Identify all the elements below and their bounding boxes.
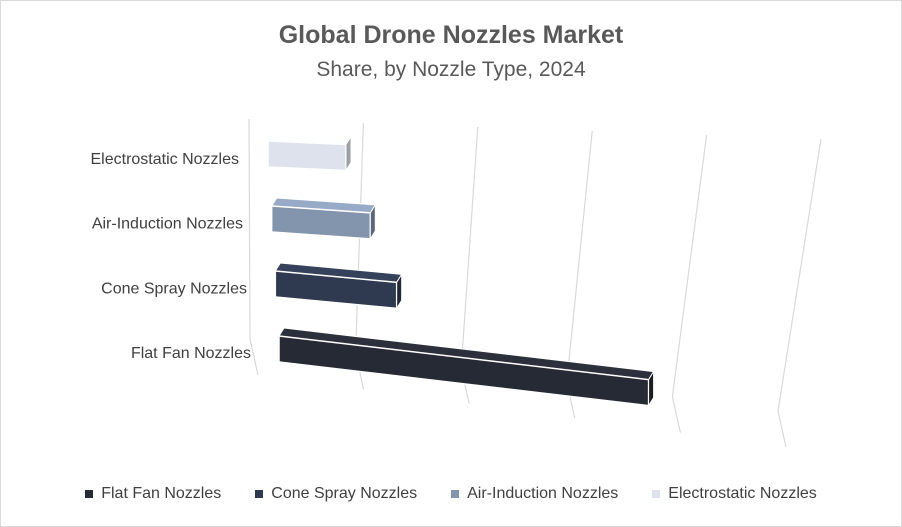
floor-gridline — [671, 396, 681, 433]
bar-electrostatic-nozzles — [267, 132, 352, 173]
floor-gridline — [249, 338, 259, 376]
category-label-cone-spray-nozzles: Cone Spray Nozzles — [101, 280, 247, 297]
bar-flat-fan-nozzles — [278, 327, 655, 408]
gridlines — [248, 118, 822, 448]
legend-item-flat-fan-nozzles: Flat Fan Nozzles — [85, 485, 221, 503]
gridline — [248, 118, 251, 340]
legend-item-air-induction-nozzles: Air-Induction Nozzles — [451, 485, 618, 503]
category-label-electrostatic-nozzles: Electrostatic Nozzles — [91, 151, 240, 168]
legend-label: Cone Spray Nozzles — [271, 485, 418, 502]
gridline — [777, 138, 822, 412]
chart-title: Global Drone Nozzles Market — [278, 21, 624, 49]
legend-swatch — [652, 490, 661, 498]
legend-swatch — [451, 490, 460, 498]
legend-label: Flat Fan Nozzles — [101, 485, 222, 502]
legend-item-electrostatic-nozzles: Electrostatic Nozzles — [652, 485, 817, 503]
legend-label: Electrostatic Nozzles — [668, 485, 817, 502]
bar-air-induction-nozzles — [270, 197, 377, 241]
legend-swatch — [85, 490, 94, 498]
legend-swatch — [255, 490, 264, 498]
bar-cone-spray-nozzles — [274, 262, 403, 311]
plot-area: Electrostatic Nozzles Air-Induction Nozzl… — [91, 118, 822, 448]
legend-label: Air-Induction Nozzles — [467, 485, 619, 502]
category-label-air-induction-nozzles: Air-Induction Nozzles — [92, 216, 243, 233]
chart-subtitle: Share, by Nozzle Type, 2024 — [316, 58, 586, 81]
floor-gridline — [777, 410, 787, 448]
gridline — [460, 126, 479, 368]
category-label-flat-fan-nozzles: Flat Fan Nozzles — [131, 345, 251, 362]
legend: Flat Fan Nozzles Cone Spray Nozzles Air-In… — [1, 485, 901, 503]
bars — [267, 132, 655, 408]
category-axis: Electrostatic Nozzles Air-Induction Nozzl… — [91, 151, 252, 362]
gridline — [566, 130, 593, 383]
legend-item-cone-spray-nozzles: Cone Spray Nozzles — [255, 485, 417, 503]
gridline — [671, 134, 708, 397]
